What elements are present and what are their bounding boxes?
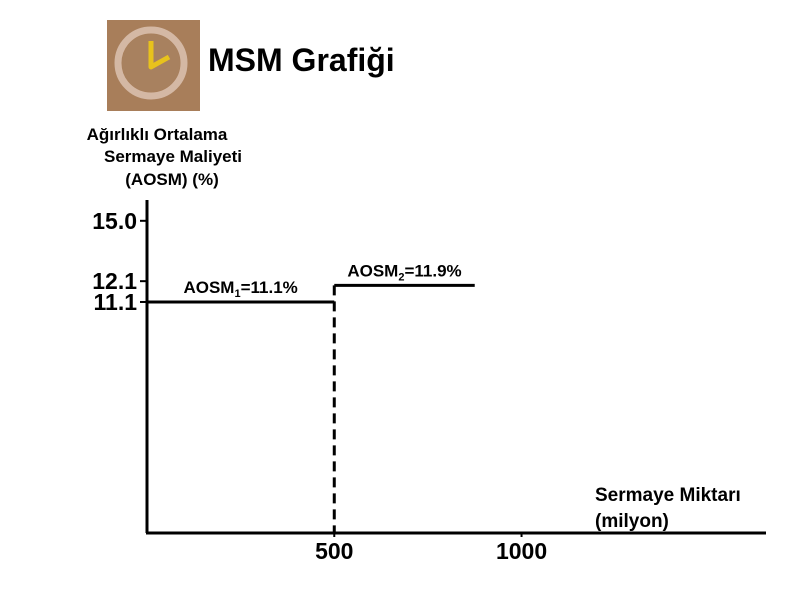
label-value: =11.9% bbox=[404, 261, 461, 280]
y-axis-label: Ağırlıklı Ortalama bbox=[87, 125, 228, 144]
x-axis-label: Sermaye Miktarı bbox=[595, 485, 741, 506]
label-name: AOSM bbox=[347, 261, 398, 280]
x-axis-label: (milyon) bbox=[595, 511, 669, 532]
y-axis-label: Sermaye Maliyeti bbox=[104, 147, 242, 166]
x-tick-label: 1000 bbox=[496, 538, 547, 564]
y-tick-label: 11.1 bbox=[94, 289, 138, 315]
label-name: AOSM bbox=[183, 278, 234, 297]
value-label: AOSM2=11.9% bbox=[347, 261, 461, 283]
y-tick-label: 15.0 bbox=[92, 208, 137, 234]
x-tick-label: 500 bbox=[315, 538, 353, 564]
label-subscript: 2 bbox=[398, 271, 404, 283]
value-label: AOSM1=11.1% bbox=[183, 278, 297, 300]
chart-title: MSM Grafiği bbox=[208, 42, 395, 78]
label-subscript: 1 bbox=[234, 288, 240, 300]
y-tick-label: 12.1 bbox=[92, 268, 137, 294]
y-axis-label: (AOSM) (%) bbox=[125, 170, 218, 189]
clock-icon bbox=[107, 20, 200, 111]
label-value: =11.1% bbox=[241, 278, 298, 297]
